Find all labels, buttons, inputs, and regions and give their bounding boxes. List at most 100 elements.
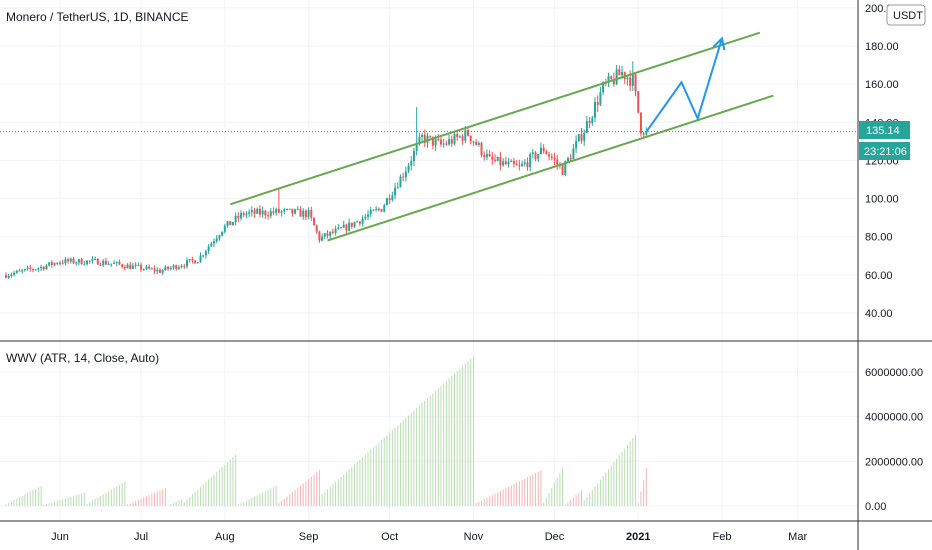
- price-tick-label: 40.00: [865, 308, 893, 320]
- candle-body: [645, 131, 648, 135]
- candle-body: [7, 275, 10, 278]
- candle-body: [526, 162, 529, 168]
- candle-body: [302, 210, 305, 217]
- candle-body: [102, 260, 105, 266]
- candle-body: [59, 262, 61, 264]
- candle-body: [550, 156, 553, 158]
- indicator-axis-labels[interactable]: 0.00 2000000.00 4000000.00 6000000.00: [865, 367, 923, 513]
- candle-body: [461, 136, 464, 141]
- candle-body: [531, 152, 534, 155]
- candle-body: [612, 78, 615, 85]
- candle-body: [269, 211, 272, 217]
- price-tick-label: 100.00: [865, 194, 899, 206]
- candle-body: [75, 262, 78, 264]
- candle-body: [588, 121, 591, 124]
- candle-body: [564, 161, 567, 175]
- candle-body: [507, 161, 510, 165]
- candle-body: [467, 130, 470, 136]
- candle-body: [353, 222, 356, 227]
- candle-body: [545, 151, 548, 155]
- candle-body: [234, 215, 237, 223]
- candle-body: [450, 139, 453, 144]
- time-axis-labels[interactable]: Jun Jul Aug Sep Oct Nov Dec 2021 Feb Mar: [51, 531, 807, 543]
- candle-body: [177, 267, 180, 270]
- symbol-title[interactable]: Monero / TetherUS, 1D, BINANCE: [6, 10, 189, 24]
- candle-body: [456, 133, 459, 138]
- candle-body: [602, 82, 605, 93]
- candle-body: [45, 265, 48, 270]
- candle-body: [167, 266, 170, 269]
- candle-body: [553, 157, 556, 160]
- candle-body: [323, 233, 326, 237]
- candle-body: [480, 142, 483, 155]
- candle-body: [472, 141, 475, 143]
- candle-body: [158, 269, 161, 273]
- candle-body: [67, 259, 70, 262]
- candle-body: [121, 264, 124, 267]
- candle-body: [204, 251, 207, 256]
- candle-body: [583, 132, 586, 141]
- candle-body: [512, 160, 515, 165]
- candle-body: [348, 222, 351, 231]
- candle-body: [494, 159, 497, 161]
- candle-body: [345, 224, 348, 231]
- candle-body: [391, 195, 394, 201]
- candle-body: [475, 141, 478, 145]
- candle-body: [96, 258, 99, 265]
- candle-body: [310, 209, 313, 218]
- candle-body: [321, 236, 324, 241]
- candle-body: [521, 163, 524, 166]
- candle-body: [69, 258, 72, 262]
- indicator-tick-label: 0.00: [865, 501, 886, 513]
- candle-body: [469, 135, 472, 142]
- candle-body: [569, 158, 572, 160]
- candle-body: [380, 209, 383, 212]
- candle-body: [175, 265, 178, 270]
- candle-body: [18, 270, 21, 272]
- indicator-tick-label: 6000000.00: [865, 367, 923, 379]
- candle-body: [599, 92, 602, 105]
- main-grid: [0, 0, 858, 521]
- channel-lower-line[interactable]: [327, 94, 774, 242]
- time-tick-label: Aug: [215, 531, 235, 543]
- candle-body: [61, 262, 64, 264]
- candle-body: [442, 143, 445, 145]
- countdown-badge: [859, 142, 910, 160]
- candle-body: [226, 221, 229, 226]
- time-tick-label: Jul: [134, 531, 148, 543]
- indicator-tick-label: 2000000.00: [865, 456, 923, 468]
- candle-body: [185, 260, 188, 267]
- candle-body: [477, 142, 480, 145]
- candle-body: [537, 154, 540, 159]
- candle-body: [312, 217, 315, 226]
- candle-body: [150, 268, 153, 270]
- candle-body: [42, 266, 45, 270]
- candle-body: [296, 209, 299, 211]
- candle-body: [418, 136, 421, 145]
- candle-body: [285, 208, 288, 210]
- channel-upper-line[interactable]: [229, 31, 761, 206]
- candle-body: [277, 208, 280, 213]
- indicator-title[interactable]: WWV (ATR, 14, Close, Auto): [6, 351, 159, 365]
- candle-body: [10, 274, 13, 276]
- candle-body: [502, 161, 505, 166]
- candle-body: [407, 165, 410, 172]
- candle-body: [491, 156, 494, 160]
- candle-body: [53, 263, 56, 265]
- currency-badge[interactable]: [886, 4, 926, 26]
- candle-body: [194, 260, 197, 264]
- candle-body: [404, 171, 407, 178]
- indicator-grid: [0, 371, 858, 507]
- time-tick-label: Dec: [545, 531, 565, 543]
- candle-body: [245, 213, 248, 216]
- candle-body: [169, 267, 172, 269]
- candle-body: [48, 262, 51, 266]
- projection-path[interactable]: [645, 38, 723, 133]
- candle-body: [448, 139, 451, 145]
- candle-body: [248, 212, 251, 214]
- candle-body: [642, 133, 645, 135]
- candle-body: [37, 268, 40, 270]
- candle-body: [315, 225, 318, 232]
- candle-body: [148, 266, 151, 269]
- candle-body: [261, 210, 264, 215]
